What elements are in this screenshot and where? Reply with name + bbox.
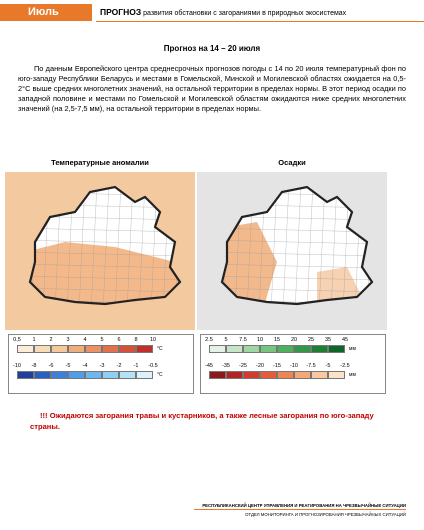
legend-label: 10 [256, 337, 264, 343]
legend-cell [328, 345, 345, 353]
map [5, 172, 195, 330]
legend-label: -8 [31, 363, 37, 369]
header-subtitle: развития обстановки с загораниями в прир… [143, 10, 347, 17]
legend-label: 1 [32, 337, 36, 343]
legend-label: -3 [99, 363, 105, 369]
warning: !!! Ожидаются загорания травы и кустарни… [30, 411, 374, 431]
legend-cell [102, 345, 119, 353]
legend-label: 35 [324, 337, 332, 343]
legend-cell [68, 371, 85, 379]
legend-cell [51, 345, 68, 353]
legend-cell [226, 345, 243, 353]
legend-unit: мм [349, 346, 356, 352]
legend-unit: мм [349, 372, 356, 378]
month-badge [0, 4, 92, 21]
legend-label: -45 [205, 363, 213, 369]
legend-cell [17, 345, 34, 353]
legend-box [200, 334, 386, 394]
legend-label: 6 [117, 337, 121, 343]
legend-label: 5 [100, 337, 104, 343]
legend-unit: °С [157, 346, 163, 352]
legend-cell [277, 345, 294, 353]
header-title: ПРОГНОЗ [100, 7, 142, 17]
legend-label: -5 [325, 363, 331, 369]
legend-label: 20 [290, 337, 298, 343]
legend-cell [85, 345, 102, 353]
footer-rule [194, 509, 406, 510]
legend-label: 4 [83, 337, 87, 343]
map-title: Осадки [278, 158, 306, 167]
legend-label: -2.5 [340, 363, 350, 369]
footer-line1: РЕСПУБЛИКАНСКИЙ ЦЕНТР УПРАВЛЕНИЯ И РЕАГИ… [202, 503, 406, 508]
footer-line2: ОТДЕЛ МОНИТОРИНГА И ПРОГНОЗИРОВАНИЯ ЧРЕЗ… [245, 512, 406, 517]
legend-label: 0,5 [13, 337, 21, 343]
map [197, 172, 387, 330]
legend-cell [311, 345, 328, 353]
legend-cell [294, 345, 311, 353]
legend-cell [34, 371, 51, 379]
legend-cell [119, 371, 136, 379]
legend-cell [328, 371, 345, 379]
legend-cell [136, 345, 153, 353]
legend-label: 7.5 [239, 337, 247, 343]
legend-cell [136, 371, 153, 379]
legend-label: 2 [49, 337, 53, 343]
legend-label: -1 [133, 363, 139, 369]
legend-label: 2.5 [205, 337, 213, 343]
legend-label: -7.5 [306, 363, 316, 369]
legend-cell [260, 371, 277, 379]
legend-cell [34, 345, 51, 353]
map-title: Температурные аномалии [51, 158, 149, 167]
legend-label: -0.5 [148, 363, 158, 369]
legend-label: -6 [48, 363, 54, 369]
legend-label: 25 [307, 337, 315, 343]
legend-cell [51, 371, 68, 379]
legend-cell [85, 371, 102, 379]
heading: Прогноз на 14 – 20 июля [163, 44, 261, 53]
legend-cell [68, 345, 85, 353]
legend-label: 45 [341, 337, 349, 343]
legend-label: -10 [13, 363, 21, 369]
legend-label: 5 [224, 337, 228, 343]
legend-label: 3 [66, 337, 70, 343]
legend-cell [226, 371, 243, 379]
legend-cell [277, 371, 294, 379]
paragraph: По данным Европейского центра среднесроч… [18, 64, 406, 113]
legend-label: 8 [134, 337, 138, 343]
month: Июль [28, 6, 59, 18]
legend-label: -15 [273, 363, 281, 369]
legend-label: -10 [290, 363, 298, 369]
legend-label: -4 [82, 363, 88, 369]
legend-label: -20 [256, 363, 264, 369]
legend-label: -5 [65, 363, 71, 369]
legend-cell [260, 345, 277, 353]
legend-cell [209, 371, 226, 379]
legend-cell [243, 345, 260, 353]
legend-cell [311, 371, 328, 379]
legend-cell [243, 371, 260, 379]
legend-cell [102, 371, 119, 379]
legend-cell [119, 345, 136, 353]
legend-label: 15 [273, 337, 281, 343]
header-rule [96, 4, 424, 22]
header-text: ПРОГНОЗ развития обстановки с загораниям… [100, 7, 346, 17]
legend-cell [294, 371, 311, 379]
legend-unit: °С [157, 372, 163, 378]
legend-cell [209, 345, 226, 353]
legend-label: -35 [222, 363, 230, 369]
legend-label: -2 [116, 363, 122, 369]
legend-box [8, 334, 194, 394]
legend-label: 10 [149, 337, 157, 343]
legend-label: -25 [239, 363, 247, 369]
legend-cell [17, 371, 34, 379]
